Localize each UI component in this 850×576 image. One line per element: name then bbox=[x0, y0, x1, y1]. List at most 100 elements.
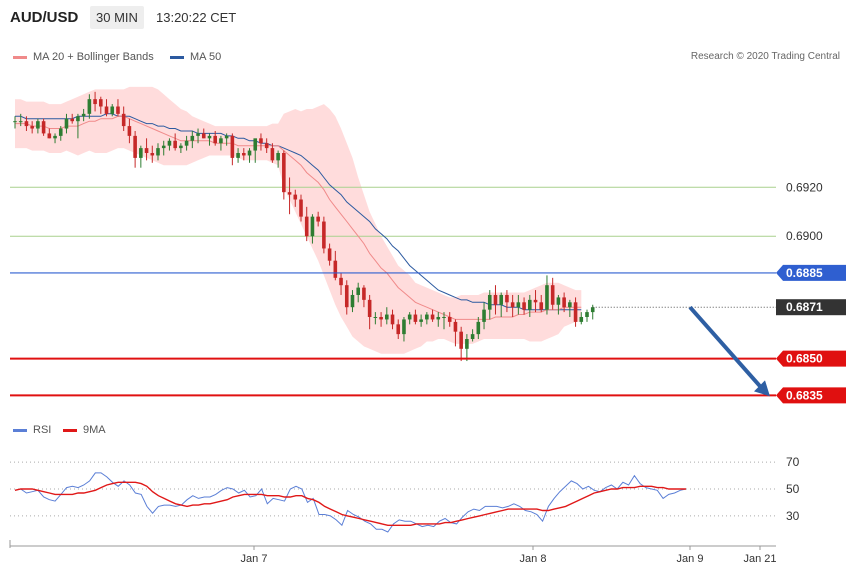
rsi-line bbox=[14, 472, 687, 533]
level-label: 0.6850 bbox=[786, 352, 823, 366]
candle-body bbox=[516, 302, 521, 308]
candle-body bbox=[276, 153, 280, 161]
candle-body bbox=[47, 133, 52, 139]
candle-body bbox=[293, 194, 298, 200]
ma50-line bbox=[15, 113, 582, 311]
bollinger-legend-label: MA 20 + Bollinger Bands bbox=[33, 51, 154, 63]
x-tick-label: Jan 7 bbox=[241, 553, 268, 565]
candle-body bbox=[139, 148, 143, 158]
candle-body bbox=[161, 145, 166, 149]
candle-body bbox=[310, 216, 315, 237]
candle-body bbox=[167, 140, 172, 146]
candle-body bbox=[407, 314, 412, 320]
candle-body bbox=[242, 153, 246, 156]
candle-body bbox=[385, 314, 389, 320]
x-tick-label: Jan 9 bbox=[677, 553, 704, 565]
candle-body bbox=[562, 297, 566, 308]
projection-arrow-shaft bbox=[688, 305, 763, 389]
support-tag bbox=[776, 350, 846, 367]
candle-body bbox=[442, 316, 446, 318]
candle-body bbox=[396, 324, 401, 335]
candle-body bbox=[207, 135, 212, 139]
candle-body bbox=[184, 140, 189, 146]
candle-body bbox=[350, 294, 355, 308]
candle-body bbox=[373, 316, 378, 318]
candle-body bbox=[419, 319, 423, 322]
candle-body bbox=[465, 339, 469, 349]
candle-body bbox=[53, 135, 57, 139]
candle-body bbox=[402, 319, 406, 335]
candle-body bbox=[425, 314, 429, 320]
legend-9ma: 9MA bbox=[63, 424, 106, 436]
candle-body bbox=[127, 126, 132, 136]
candle-body bbox=[30, 126, 34, 129]
candle-body bbox=[379, 316, 383, 320]
candle-body bbox=[18, 121, 23, 123]
candle-body bbox=[430, 314, 435, 320]
candle-body bbox=[362, 287, 366, 300]
timeframe-button[interactable]: 30 MIN bbox=[90, 6, 144, 29]
candle-body bbox=[133, 135, 137, 158]
candle-body bbox=[259, 138, 263, 144]
candle-body bbox=[104, 106, 109, 114]
candle-body bbox=[58, 128, 63, 136]
resistance-tag bbox=[776, 264, 846, 281]
candle-body bbox=[550, 285, 555, 305]
ma9-legend-label: 9MA bbox=[83, 424, 106, 436]
candle-body bbox=[224, 135, 229, 139]
rsi-chart[interactable]: 70 50 30 Jan 7 Jan 8 Jan 9 Jan 21 bbox=[0, 436, 850, 576]
rsi-y-tick-label: 30 bbox=[786, 509, 800, 523]
candle-body bbox=[201, 133, 206, 139]
candle-body bbox=[493, 294, 498, 305]
legend-rsi: RSI bbox=[13, 424, 51, 436]
candle-body bbox=[316, 216, 320, 222]
candle-body bbox=[390, 314, 395, 325]
candle-body bbox=[470, 334, 475, 340]
current-price-tag bbox=[776, 299, 846, 316]
x-tick-label: Jan 21 bbox=[743, 553, 776, 565]
candle-body bbox=[110, 106, 115, 114]
candle-body bbox=[76, 116, 80, 122]
candle-body bbox=[190, 135, 195, 141]
candle-body bbox=[304, 216, 309, 237]
candle-body bbox=[528, 299, 532, 310]
candle-body bbox=[36, 121, 40, 129]
candle-body bbox=[413, 314, 418, 322]
candle-body bbox=[487, 294, 492, 310]
ma9-line bbox=[14, 481, 686, 527]
price-chart[interactable]: 0.6920 0.6900 0.6885 0.6871 0.6850 0.6835 bbox=[0, 0, 850, 420]
legend-ma50: MA 50 bbox=[170, 51, 221, 63]
candle-body bbox=[13, 121, 17, 123]
candle-body bbox=[144, 148, 149, 154]
ma50-swatch bbox=[170, 55, 184, 59]
y-tick-label: 0.6900 bbox=[786, 229, 823, 243]
candle-body bbox=[585, 312, 589, 317]
candle-body bbox=[179, 145, 183, 149]
candle-body bbox=[579, 316, 584, 322]
legend-bollinger: MA 20 + Bollinger Bands bbox=[13, 51, 154, 63]
candle-body bbox=[339, 277, 343, 286]
candle-body bbox=[230, 135, 235, 158]
candle-body bbox=[236, 153, 240, 158]
candle-body bbox=[539, 302, 544, 310]
level-label: 0.6871 bbox=[786, 300, 823, 314]
candle-body bbox=[156, 148, 160, 156]
candle-body bbox=[522, 302, 526, 310]
rsi-swatch bbox=[13, 428, 27, 432]
timestamp-label: 13:20:22 CET bbox=[156, 10, 237, 25]
candle-body bbox=[270, 148, 275, 161]
support-tag bbox=[776, 387, 846, 404]
candle-body bbox=[213, 135, 217, 144]
projection-arrow-head bbox=[754, 380, 770, 397]
symbol-label: AUD/USD bbox=[10, 9, 79, 26]
candle-body bbox=[568, 302, 572, 308]
candle-body bbox=[93, 99, 97, 105]
candle-body bbox=[499, 294, 503, 305]
candle-body bbox=[556, 297, 561, 305]
candle-body bbox=[87, 99, 92, 114]
candle-body bbox=[476, 321, 481, 335]
ma50-legend-label: MA 50 bbox=[190, 51, 222, 63]
ma20-line bbox=[15, 115, 582, 320]
candle-body bbox=[573, 302, 578, 322]
candle-body bbox=[590, 307, 595, 313]
